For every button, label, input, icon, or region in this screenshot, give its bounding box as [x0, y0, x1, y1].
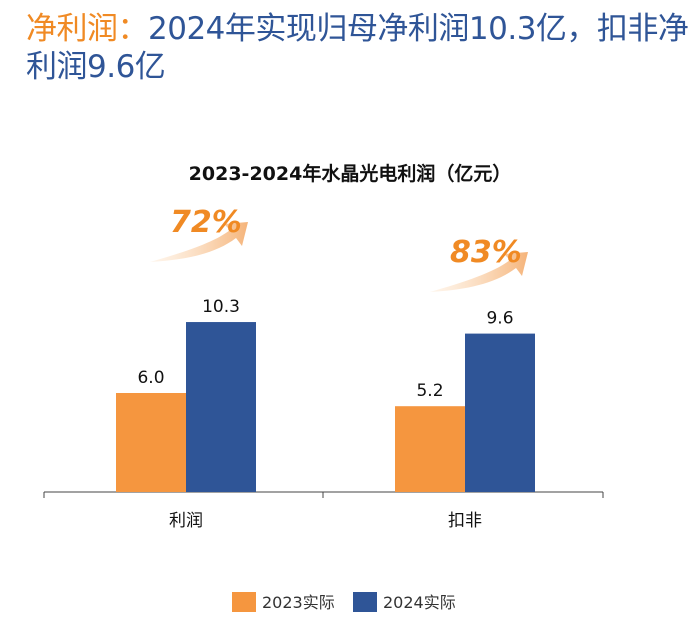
growth-label: 72%: [170, 205, 242, 240]
category-label: 扣非: [448, 511, 482, 531]
category-label: 利润: [169, 511, 203, 531]
chart-title: 2023-2024年水晶光电利润（亿元）: [189, 162, 512, 185]
bar-2023-profit: [116, 393, 186, 492]
headline-text: 2024年实现归母净利润10.3亿，扣非净利润9.6亿: [26, 11, 689, 85]
legend-swatch: [232, 592, 256, 612]
legend-label: 2023实际: [262, 593, 335, 612]
bar-2024-profit: [186, 322, 256, 492]
growth-label: 83%: [450, 235, 522, 270]
legend-swatch: [353, 592, 377, 612]
growth-arrow-icon: [150, 222, 248, 262]
legend: 2023实际 2024实际: [232, 592, 456, 612]
growth-annotations: 72% 83%: [150, 205, 528, 292]
data-label: 10.3: [202, 297, 240, 317]
legend-label: 2024实际: [383, 593, 456, 612]
headline: 净利润：2024年实现归母净利润10.3亿，扣非净利润9.6亿: [26, 10, 696, 86]
data-label: 5.2: [416, 381, 443, 401]
data-label: 9.6: [486, 309, 513, 329]
growth-arrow-icon: [430, 252, 528, 292]
bars: 6.0 10.3 利润 5.2 9.6 扣非: [116, 297, 535, 531]
data-label: 6.0: [137, 368, 164, 388]
bar-2023-deducted: [395, 406, 465, 492]
bar-2024-deducted: [465, 333, 535, 492]
headline-lead: 净利润：: [26, 11, 149, 47]
